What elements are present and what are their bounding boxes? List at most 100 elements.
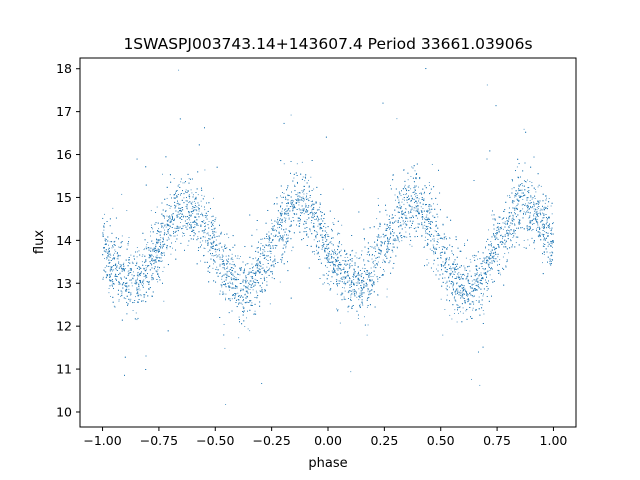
data-point (176, 226, 178, 228)
data-point (154, 260, 156, 262)
data-point (415, 197, 417, 199)
data-point (225, 404, 227, 405)
data-point (333, 272, 335, 274)
data-point (299, 199, 301, 201)
data-point (341, 224, 343, 226)
data-point (544, 230, 546, 232)
data-point (174, 206, 176, 208)
data-point (462, 307, 464, 309)
data-point (215, 239, 217, 241)
data-point (519, 222, 521, 223)
data-point (138, 294, 140, 296)
data-point (161, 260, 163, 262)
data-point (527, 191, 528, 192)
data-point (251, 302, 253, 304)
data-point (404, 214, 406, 216)
data-point (153, 260, 154, 261)
data-point (211, 216, 213, 218)
data-point (229, 289, 230, 291)
data-point (372, 276, 374, 277)
data-point (231, 298, 233, 300)
data-point (144, 275, 146, 277)
data-point (216, 266, 218, 268)
data-point (190, 221, 192, 223)
data-point (547, 235, 549, 237)
data-point (276, 221, 278, 223)
data-point (396, 118, 398, 120)
data-point (272, 230, 274, 231)
data-point (417, 205, 418, 206)
data-point (332, 261, 334, 263)
data-point (158, 241, 160, 243)
data-point (249, 330, 251, 332)
data-point (194, 200, 195, 202)
data-point (142, 254, 144, 256)
data-point (291, 200, 293, 201)
data-point (162, 227, 164, 229)
data-point (249, 288, 251, 290)
data-point (356, 296, 358, 298)
data-point (536, 209, 538, 211)
data-point (256, 260, 258, 262)
data-point (386, 252, 388, 254)
data-point (126, 210, 128, 212)
data-point (424, 236, 426, 238)
data-point (426, 214, 428, 216)
data-point (531, 207, 533, 209)
data-point (343, 296, 345, 298)
data-point (358, 288, 360, 290)
data-point (521, 185, 523, 187)
data-point (516, 198, 518, 200)
data-point (471, 378, 472, 380)
data-point (439, 235, 441, 236)
data-point (137, 251, 139, 253)
data-point (387, 248, 389, 250)
data-point (531, 198, 533, 200)
data-point (206, 216, 208, 218)
data-point (234, 271, 236, 273)
data-point (404, 184, 406, 186)
data-point (289, 225, 291, 227)
data-point (446, 271, 448, 273)
data-point (347, 311, 349, 313)
data-point (360, 294, 362, 296)
data-point (435, 248, 437, 250)
data-point (444, 309, 446, 310)
data-point (512, 236, 514, 238)
data-point (133, 301, 135, 303)
data-point (163, 225, 165, 227)
data-point (424, 224, 426, 226)
data-point (550, 234, 552, 235)
data-point (231, 283, 233, 285)
data-point (541, 233, 543, 235)
data-point (327, 234, 329, 236)
data-point (237, 292, 239, 294)
data-point (104, 213, 106, 215)
data-point (535, 191, 537, 193)
data-point (313, 226, 315, 228)
data-point (227, 275, 229, 277)
data-point (169, 207, 171, 209)
data-point (233, 287, 235, 289)
data-point (175, 241, 177, 243)
data-point (417, 223, 419, 225)
data-point (468, 294, 470, 296)
data-point (462, 288, 463, 290)
data-point (114, 240, 116, 242)
data-point (485, 268, 486, 270)
data-point (298, 208, 300, 210)
data-point (121, 293, 123, 295)
data-point (277, 217, 279, 219)
data-point (344, 290, 346, 292)
data-point (140, 294, 142, 296)
data-point (362, 267, 364, 269)
data-point (246, 295, 248, 297)
data-point (506, 261, 508, 263)
data-point (410, 211, 412, 212)
data-point (148, 247, 150, 249)
data-point (318, 224, 320, 226)
data-point (501, 218, 503, 220)
data-point (188, 202, 190, 204)
data-point (265, 272, 267, 274)
data-point (310, 206, 312, 208)
